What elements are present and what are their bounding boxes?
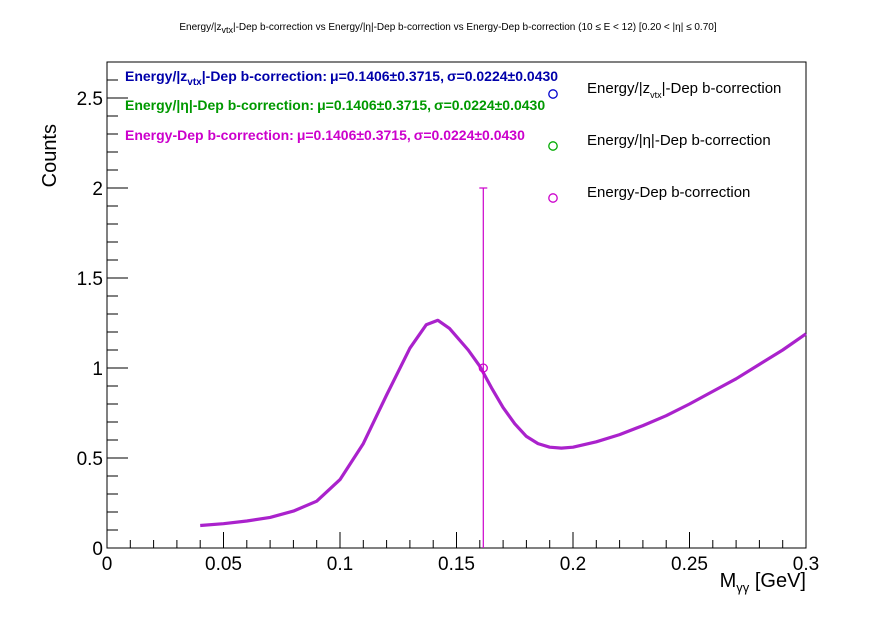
data-point (478, 363, 488, 373)
y-tick-label: 2 (92, 179, 103, 200)
y-tick-label: 2.5 (77, 89, 103, 110)
legend-marker (548, 193, 558, 203)
legend-marker (548, 141, 558, 151)
fit-stats: Energy/|zvtx|-Dep b-correction: μ=0.1406±… (125, 68, 558, 143)
legend: Energy/|zvtx|-Dep b-correction Energy/|η|… (548, 80, 781, 203)
y-tick-label: 0 (92, 539, 103, 560)
fit-stat-line: Energy-Dep b-correction: μ=0.1406±0.3715,… (125, 127, 525, 143)
y-axis-title: Counts (39, 124, 61, 187)
chart-title: Energy/|zvtx|-Dep b-correction vs Energy… (179, 22, 716, 35)
legend-label: Energy-Dep b-correction (587, 184, 750, 201)
fit-curve (200, 318, 807, 528)
x-tick-label: 0.1 (327, 554, 353, 575)
x-tick-label: 0 (102, 554, 113, 575)
x-tick-label: 0.05 (205, 554, 242, 575)
x-tick-label: 0.25 (671, 554, 708, 575)
y-tick-label: 1 (92, 359, 103, 380)
fit-stat-line: Energy/|η|-Dep b-correction: μ=0.1406±0.3… (125, 97, 545, 113)
x-tick-label: 0.3 (793, 554, 819, 575)
y-tick-label: 1.5 (77, 269, 103, 290)
legend-label: Energy/|zvtx|-Dep b-correction (587, 80, 781, 100)
x-tick-label: 0.15 (438, 554, 475, 575)
fit-stat-line: Energy/|zvtx|-Dep b-correction: μ=0.1406±… (125, 68, 558, 88)
x-axis-title: Mγγ [GeV] (720, 570, 806, 595)
axis-tick-labels: 0 0.05 0.1 0.15 0.2 0.25 0.3 0 0.5 1 1.5 2 2.5 (77, 89, 820, 575)
data-points (478, 187, 488, 548)
x-tick-label: 0.2 (560, 554, 586, 575)
legend-label: Energy/|η|-Dep b-correction (587, 132, 771, 149)
axis-ticks (106, 61, 807, 549)
legend-marker (548, 89, 558, 99)
y-tick-label: 0.5 (77, 449, 103, 470)
